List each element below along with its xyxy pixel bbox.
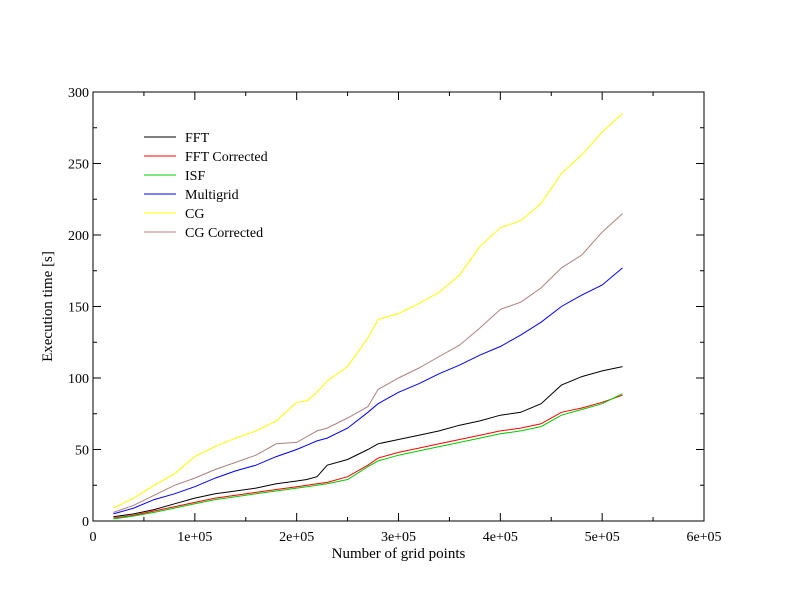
x-tick-label: 6e+05 bbox=[686, 530, 721, 545]
series-line-multigrid bbox=[113, 267, 623, 515]
y-tick-label: 100 bbox=[68, 372, 89, 387]
x-axis-ticks: 0 1e+05 2e+05 3e+05 4e+05 5e+05 6e+05 bbox=[90, 92, 722, 545]
y-tick-label: 0 bbox=[82, 515, 89, 530]
legend-label-cg-corrected: CG Corrected bbox=[185, 226, 263, 241]
legend-label-fft-corrected: FFT Corrected bbox=[185, 150, 268, 165]
x-tick-label: 2e+05 bbox=[279, 530, 314, 545]
legend: FFT FFT Corrected ISF Multigrid CG CG Correct… bbox=[144, 131, 268, 241]
series-line-cg bbox=[113, 113, 623, 509]
series-line-fft bbox=[113, 366, 623, 518]
legend-label-isf: ISF bbox=[185, 169, 205, 184]
legend-label-cg: CG bbox=[185, 207, 204, 222]
y-tick-label: 50 bbox=[75, 444, 89, 459]
series-line-fft-corrected bbox=[113, 394, 623, 519]
x-tick-label: 5e+05 bbox=[585, 530, 620, 545]
x-tick-label: 3e+05 bbox=[381, 530, 416, 545]
y-tick-label: 200 bbox=[68, 229, 89, 244]
series-line-isf bbox=[113, 393, 623, 520]
y-tick-label: 250 bbox=[68, 158, 89, 173]
legend-label-fft: FFT bbox=[185, 131, 210, 146]
series-lines bbox=[113, 113, 623, 520]
y-axis-ticks: 0 50 100 150 200 250 300 bbox=[68, 86, 704, 530]
x-tick-label: 4e+05 bbox=[483, 530, 518, 545]
x-axis-title: Number of grid points bbox=[332, 546, 466, 562]
y-axis-title: Execution time [s] bbox=[40, 251, 56, 362]
series-line-cg-corrected bbox=[113, 213, 623, 513]
x-tick-label: 0 bbox=[90, 530, 97, 545]
legend-label-multigrid: Multigrid bbox=[185, 188, 239, 203]
y-tick-label: 150 bbox=[68, 301, 89, 316]
x-tick-label: 1e+05 bbox=[177, 530, 212, 545]
y-tick-label: 300 bbox=[68, 86, 89, 101]
